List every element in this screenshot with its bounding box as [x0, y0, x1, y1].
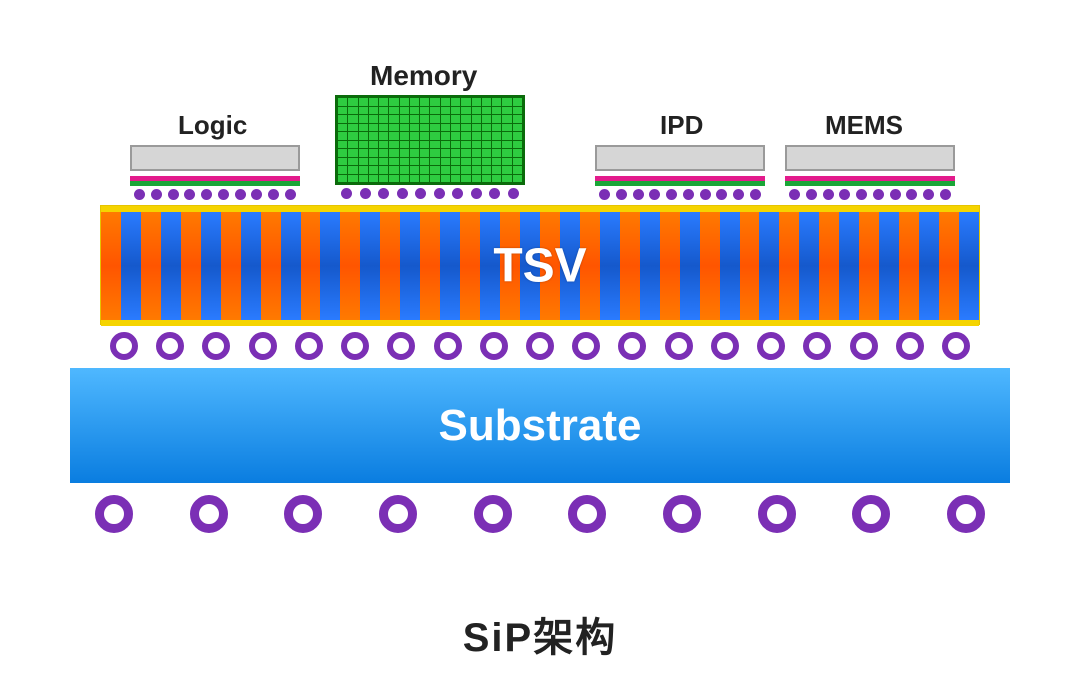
bga-ball [758, 495, 796, 533]
tsv-vias: TSV [101, 212, 979, 320]
bga-ball [947, 495, 985, 533]
microbump [341, 188, 352, 199]
microbump [616, 189, 627, 200]
microbump [201, 189, 212, 200]
microbump [700, 189, 711, 200]
microbump [823, 189, 834, 200]
c4-bump [665, 332, 693, 360]
microbump [733, 189, 744, 200]
chip-stripe [595, 181, 765, 186]
c4-bump [803, 332, 831, 360]
c4-bump [942, 332, 970, 360]
bga-ball [379, 495, 417, 533]
microbump [666, 189, 677, 200]
diagram-title: SiP架构 [0, 605, 1080, 663]
chip-cap [130, 145, 300, 171]
microbump [218, 189, 229, 200]
microbump [415, 188, 426, 199]
chip-logic [130, 145, 300, 201]
bga-ball [663, 495, 701, 533]
chip-microbumps [341, 188, 519, 199]
bga-ball [284, 495, 322, 533]
substrate-label: Substrate [439, 401, 642, 451]
microbump [750, 189, 761, 200]
microbump [923, 189, 934, 200]
microbump [378, 188, 389, 199]
c4-bump [434, 332, 462, 360]
c4-bump [341, 332, 369, 360]
tsv-label: TSV [101, 239, 979, 294]
microbump [508, 188, 519, 199]
component-label-1: Memory [370, 60, 477, 92]
chip-microbumps [785, 189, 955, 201]
microbump [251, 189, 262, 200]
microbump [683, 189, 694, 200]
microbump [789, 189, 800, 200]
microbump [471, 188, 482, 199]
microbump [633, 189, 644, 200]
chip-stripe [130, 181, 300, 186]
microbump [873, 189, 884, 200]
microbump [806, 189, 817, 200]
microbump [151, 189, 162, 200]
tsv-interposer: TSV [100, 205, 980, 325]
c4-bump [896, 332, 924, 360]
chip-cap [785, 145, 955, 171]
component-label-3: MEMS [825, 110, 903, 141]
chip-ipd [595, 145, 765, 201]
bga-ball [852, 495, 890, 533]
microbump [649, 189, 660, 200]
chip-microbumps [595, 189, 765, 201]
microbump [940, 189, 951, 200]
microbump [489, 188, 500, 199]
chip-memory [335, 95, 525, 185]
component-label-2: IPD [660, 110, 703, 141]
c4-bump [711, 332, 739, 360]
microbump [906, 189, 917, 200]
c4-bump [572, 332, 600, 360]
tsv-band-bottom [101, 320, 979, 326]
microbump [599, 189, 610, 200]
c4-bump [156, 332, 184, 360]
microbump [890, 189, 901, 200]
microbump [452, 188, 463, 199]
microbump [716, 189, 727, 200]
c4-bump [110, 332, 138, 360]
c4-bump [295, 332, 323, 360]
microbump [235, 189, 246, 200]
c4-bump [249, 332, 277, 360]
bga-ball [474, 495, 512, 533]
memory-die-grid [335, 95, 525, 185]
c4-bump [850, 332, 878, 360]
bga-ball-row [95, 495, 985, 533]
c4-bump [526, 332, 554, 360]
microbump [168, 189, 179, 200]
c4-bump [757, 332, 785, 360]
microbump [839, 189, 850, 200]
chip-stripe [785, 181, 955, 186]
microbump [184, 189, 195, 200]
microbump [285, 189, 296, 200]
chip-cap [595, 145, 765, 171]
bga-ball [95, 495, 133, 533]
substrate-layer: Substrate [70, 368, 1010, 483]
c4-bump [202, 332, 230, 360]
microbump [134, 189, 145, 200]
chip-mems [785, 145, 955, 201]
microbump [856, 189, 867, 200]
microbump [268, 189, 279, 200]
c4-bump [618, 332, 646, 360]
c4-bump-row [110, 332, 970, 360]
chip-microbumps [130, 189, 300, 201]
bga-ball [190, 495, 228, 533]
c4-bump [480, 332, 508, 360]
microbump [434, 188, 445, 199]
microbump [397, 188, 408, 199]
c4-bump [387, 332, 415, 360]
bga-ball [568, 495, 606, 533]
component-label-0: Logic [178, 110, 247, 141]
microbump [360, 188, 371, 199]
